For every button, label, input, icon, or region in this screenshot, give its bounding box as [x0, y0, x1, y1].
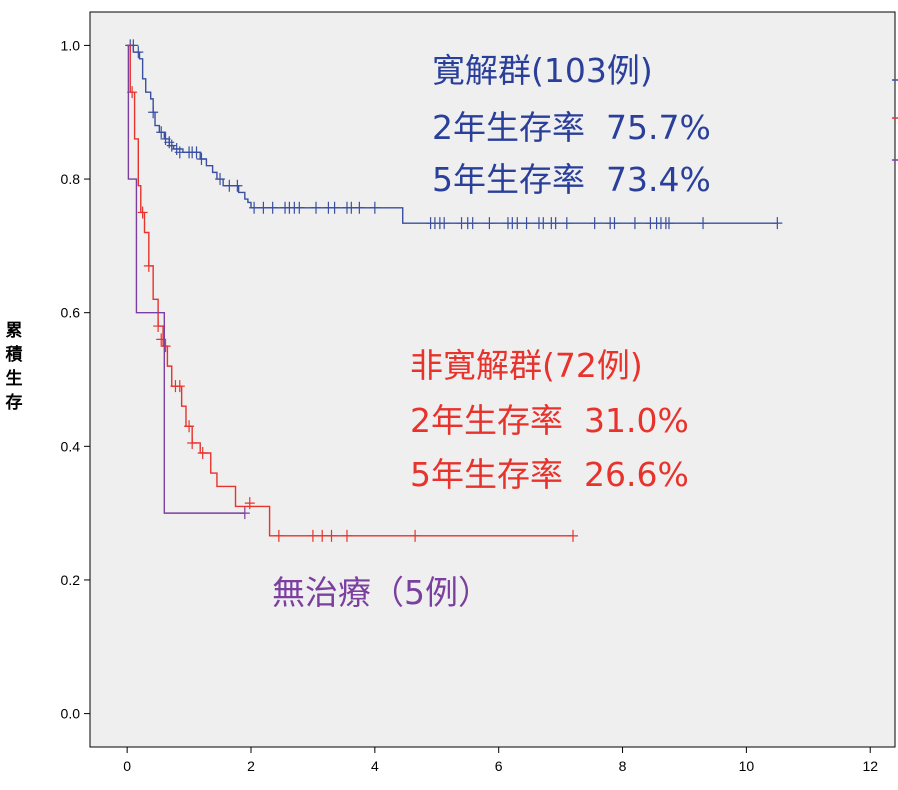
censor-mark	[439, 217, 450, 230]
censor-mark	[629, 217, 640, 230]
censor-mark	[148, 106, 159, 119]
censor-mark	[311, 201, 322, 214]
x-tick-label: 8	[619, 758, 627, 774]
censor-mark	[187, 436, 198, 449]
series-1	[127, 44, 578, 542]
annotation-nonremission-5yr: 5年生存率 26.6%	[410, 455, 689, 494]
censor-mark	[467, 217, 478, 230]
censor-mark	[294, 201, 305, 214]
censor-mark	[698, 217, 709, 230]
annotation-remission-5yr: 5年生存率 73.4%	[432, 160, 711, 199]
annotation-remission-title: 寛解群(103例)	[432, 51, 653, 90]
censor-mark	[317, 529, 328, 542]
censor-mark	[329, 201, 340, 214]
censor-mark	[191, 146, 202, 159]
censor-mark	[239, 507, 250, 520]
x-tick-label: 4	[371, 758, 379, 774]
censor-mark	[307, 529, 318, 542]
y-tick-label: 0.0	[61, 706, 81, 722]
legend-stubs	[892, 79, 898, 161]
axes: 0.0 0.2 0.4 0.6 0.8 1.0 0 2 4 6 8 10 12	[61, 37, 879, 774]
censor-mark	[550, 217, 561, 230]
annotation-untreated: 無治療（5例）	[272, 573, 491, 612]
censor-mark	[143, 259, 154, 272]
censor-mark	[609, 217, 620, 230]
censor-mark	[341, 529, 352, 542]
x-tick-label: 2	[247, 758, 255, 774]
censor-mark	[561, 217, 572, 230]
censor-mark	[196, 153, 207, 165]
y-axis-label-char: 累	[6, 321, 23, 341]
censor-mark	[133, 46, 144, 59]
x-tick-label: 10	[739, 758, 755, 774]
annotation-nonremission-2yr: 2年生存率 31.0%	[410, 401, 689, 440]
series-layer	[125, 39, 783, 542]
censor-mark	[521, 217, 532, 230]
y-axis-label-char: 存	[6, 392, 23, 413]
y-axis-label-char: 生	[6, 368, 23, 389]
censor-mark	[354, 201, 365, 214]
censor-mark	[197, 447, 208, 459]
censor-mark	[273, 529, 284, 542]
censor-mark	[244, 497, 255, 510]
censor-mark	[174, 146, 185, 159]
y-tick-label: 0.2	[61, 572, 81, 588]
censor-mark	[772, 217, 783, 230]
censor-mark	[484, 217, 495, 230]
x-tick-label: 6	[495, 758, 503, 774]
censor-mark	[512, 217, 523, 230]
series-2	[127, 44, 250, 520]
censor-mark	[249, 201, 260, 214]
censor-mark	[156, 126, 167, 139]
series-0	[125, 39, 783, 230]
censor-mark	[568, 529, 578, 542]
censor-mark	[166, 139, 177, 152]
censor-mark	[215, 173, 226, 186]
censor-mark	[184, 420, 195, 433]
censor-mark	[153, 320, 164, 333]
y-tick-label: 0.4	[61, 438, 81, 454]
y-tick-label: 0.8	[61, 171, 81, 187]
censor-mark	[174, 380, 185, 393]
censor-mark	[267, 201, 278, 214]
censor-mark	[410, 529, 421, 542]
censor-mark	[369, 201, 380, 214]
survival-curve	[127, 44, 245, 514]
annotation-nonremission-title: 非寛解群(72例)	[410, 346, 643, 385]
annotations: 寛解群(103例) 2年生存率 75.7% 5年生存率 73.4% 非寛解群(7…	[272, 51, 711, 612]
plot-background	[89, 11, 896, 748]
censor-mark	[589, 217, 600, 230]
x-tick-label: 12	[862, 758, 878, 774]
y-tick-label: 0.6	[61, 305, 81, 321]
y-axis-label-char: 積	[6, 344, 24, 365]
censor-mark	[663, 217, 674, 230]
censor-mark	[137, 206, 148, 219]
y-tick-label: 1.0	[61, 37, 81, 53]
censor-mark	[258, 201, 269, 214]
censor-mark	[160, 340, 171, 353]
annotation-remission-2yr: 2年生存率 75.7%	[432, 108, 711, 147]
censor-mark	[326, 529, 337, 542]
x-tick-label: 0	[123, 758, 131, 774]
censor-mark	[164, 136, 175, 149]
survival-curve	[127, 44, 573, 537]
censor-mark	[232, 179, 243, 192]
